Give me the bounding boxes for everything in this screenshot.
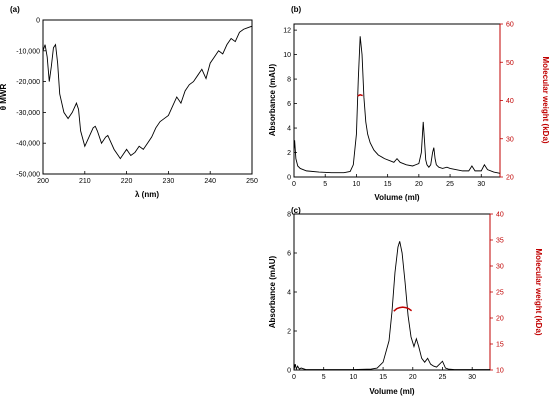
panel-b-label: (b) (291, 5, 302, 14)
panel-b-x-tick-label: 20 (415, 181, 423, 188)
panel-b-y2-tick-label: 20 (506, 175, 514, 182)
panel-b-x-tick-label: 0 (292, 181, 296, 188)
panel-c-label: (c) (291, 206, 301, 215)
panel-b-y2-tick-label: 60 (506, 22, 514, 29)
panel-b-y-tick-label: 0 (287, 175, 291, 182)
panel-a-x-tick-label: 250 (246, 178, 258, 185)
panel-a-x-axis-label: λ (nm) (135, 190, 159, 199)
panel-a-x-tick-label: 240 (204, 178, 216, 185)
panel-b-y-tick-label: 8 (287, 77, 291, 84)
panel-c-absorbance-trace (293, 241, 490, 371)
panel-a: (a) 200 210 220 230 240 250 0 -10,000 -20,000 -30… (0, 5, 258, 199)
panel-b-y-tick-label: 4 (287, 126, 291, 133)
panel-c-plot-frame (293, 213, 491, 371)
panel-c-y2-tick-label: 30 (496, 264, 504, 271)
panel-c-y-tick-label: 2 (287, 329, 291, 336)
panel-c-x-tick-label: 5 (322, 374, 326, 381)
panel-c-y-tick-label: 4 (287, 290, 291, 297)
panel-c-x-tick-label: 30 (468, 374, 476, 381)
panel-c-y-tick-label: 6 (287, 251, 291, 258)
panel-b-y2-tick-label: 30 (506, 136, 514, 143)
panel-b-y-tick-label: 10 (283, 52, 291, 59)
panel-c-y2-tick-label: 25 (496, 290, 504, 297)
panel-c-y2-tick-label: 15 (496, 342, 504, 349)
panel-a-x-tick-label: 220 (121, 178, 133, 185)
panel-a-y-axis-label: θ MWR (0, 84, 8, 111)
panel-c-x-tick-label: 15 (379, 374, 387, 381)
panel-a-x-tick-label: 230 (163, 178, 175, 185)
panel-b-x-tick-label: 10 (353, 181, 361, 188)
panel-a-y-tick-label: -50,000 (16, 172, 40, 179)
panel-a-cd-spectrum-line (42, 25, 253, 160)
panel-b-ticks: 0 5 10 15 20 25 30 0 2 4 6 8 10 12 20 30 40 50 60 (283, 22, 514, 189)
panel-a-x-tick-label: 200 (37, 178, 49, 185)
panel-b-y-axis-label: Absorbance (mAU) (268, 63, 277, 136)
panel-c-x-axis-label: Volume (ml) (369, 387, 415, 396)
panel-b-y2-axis-label: Molecular weight (kDa) (541, 56, 550, 143)
panel-c-y2-tick-label: 35 (496, 238, 504, 245)
panel-b-y-tick-label: 12 (283, 28, 291, 35)
panel-a-ticks: 200 210 220 230 240 250 0 -10,000 -20,000 -30,000… (16, 18, 258, 186)
panel-a-plot-frame (42, 19, 253, 175)
panel-b-absorbance-trace (293, 36, 501, 174)
panel-a-y-tick-label: -30,000 (16, 110, 40, 117)
panel-c-y2-axis-label: Molecular weight (kDa) (534, 248, 543, 335)
panel-c-x-tick-label: 10 (349, 374, 357, 381)
panel-b-plot-frame (293, 23, 501, 178)
panel-c-x-tick-label: 25 (439, 374, 447, 381)
panel-c-x-tick-label: 20 (409, 374, 417, 381)
panel-c: (c) 0 5 10 15 20 25 30 0 2 4 6 8 10 15 20 25 30 35 40 Volu… (268, 206, 543, 396)
panel-c-y-tick-label: 0 (287, 368, 291, 375)
panel-a-y-tick-label: -20,000 (16, 79, 40, 86)
panel-c-y2-tick-label: 40 (496, 212, 504, 219)
panel-c-y2-tick-label: 10 (496, 368, 504, 375)
panel-b-y2-tick-label: 50 (506, 60, 514, 67)
panel-c-ticks: 0 5 10 15 20 25 30 0 2 4 6 8 10 15 20 25 30 35 40 (287, 212, 504, 382)
panel-b-x-tick-label: 15 (384, 181, 392, 188)
panel-a-y-tick-label: 0 (36, 18, 40, 25)
panel-b-x-axis-label: Volume (ml) (374, 193, 420, 202)
panel-a-y-tick-label: -40,000 (16, 141, 40, 148)
panel-b-x-tick-label: 25 (446, 181, 454, 188)
panel-b-y2-tick-label: 40 (506, 98, 514, 105)
panel-a-x-tick-label: 210 (79, 178, 91, 185)
panel-b-x-tick-label: 5 (323, 181, 327, 188)
panel-b-molecular-weight-trace (357, 93, 363, 97)
panel-c-y2-tick-label: 20 (496, 316, 504, 323)
panel-c-molecular-weight-trace (393, 306, 413, 312)
panel-b-y-tick-label: 2 (287, 150, 291, 157)
panel-b-y-tick-label: 6 (287, 101, 291, 108)
panel-a-y-tick-label: -10,000 (16, 48, 40, 55)
panel-b: (b) 0 5 10 15 20 25 30 0 2 4 6 8 10 12 20 30 40 50 60 Volu… (268, 5, 550, 202)
panel-c-y-tick-label: 8 (287, 212, 291, 219)
panel-b-x-tick-label: 30 (477, 181, 485, 188)
panel-c-y-axis-label: Absorbance (mAU) (268, 255, 277, 328)
panel-a-label: (a) (10, 5, 20, 14)
panel-c-x-tick-label: 0 (292, 374, 296, 381)
